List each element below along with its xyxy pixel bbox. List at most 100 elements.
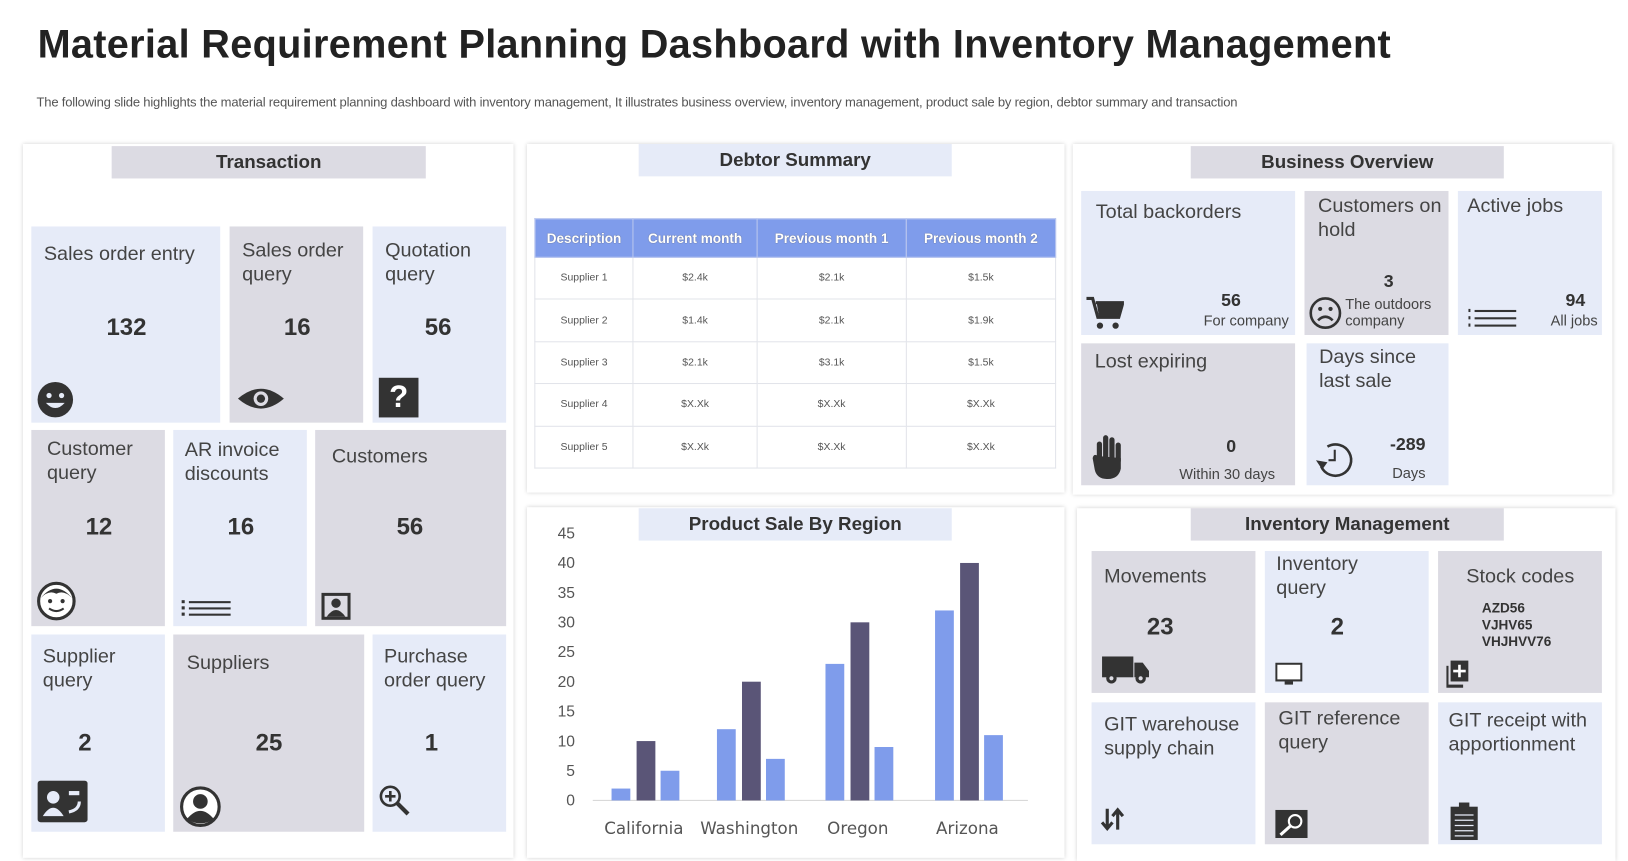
x-tick-label: California <box>604 819 683 838</box>
bar-arizona-series-1 <box>935 610 954 801</box>
tile-customers[interactable]: Customers 56 <box>315 429 507 627</box>
tile-lost-expiring[interactable]: Lost expiring 0 Within 30 days <box>1081 343 1296 486</box>
tile-label: Sales order query <box>242 240 344 286</box>
tile-stock-codes[interactable]: Stock codes AZD56 VJHV65 VHJHVV76 <box>1438 551 1602 693</box>
tile-label: Suppliers <box>186 652 270 675</box>
clipboard-icon <box>1450 802 1478 841</box>
eye-icon <box>237 388 284 409</box>
table-cell: $X.Xk <box>756 383 907 427</box>
bar-oregon-series-1 <box>825 663 845 801</box>
tile-supplier-query[interactable]: Supplier query 2 <box>31 634 165 832</box>
stock-codes-list: AZD56 VJHV65 VHJHVV76 <box>1482 600 1551 650</box>
x-tick-label: Washington <box>700 819 798 838</box>
tile-value: 56 <box>424 313 452 341</box>
page-title: Material Requirement Planning Dashboard … <box>37 22 1392 67</box>
tile-value: 1 <box>424 728 439 756</box>
sort-arrows-icon <box>1100 807 1125 832</box>
y-tick-label: 45 <box>558 525 576 542</box>
table-cell: $3.1k <box>756 341 907 385</box>
stock-code: VHJHVV76 <box>1481 633 1552 650</box>
table-cell: $X.Xk <box>905 425 1057 469</box>
product-sale-chart: 0 5 10 15 20 25 30 35 40 45 California Washington Or… <box>558 525 1028 838</box>
bar-arizona-series-3 <box>984 735 1003 801</box>
tile-customers-on-hold[interactable]: Customers on hold 3 The outdoors company <box>1304 190 1449 335</box>
tile-value: 12 <box>85 512 113 540</box>
table-cell: $1.5k <box>905 341 1057 385</box>
table-cell: $2.1k <box>756 298 907 343</box>
numbered-list-icon <box>1468 308 1517 327</box>
bar-arizona-series-2 <box>960 562 979 801</box>
tile-ar-invoice-discounts[interactable]: AR invoice discounts 16 <box>173 429 307 627</box>
face-icon <box>37 581 76 621</box>
truck-icon <box>1102 656 1149 684</box>
table-cell: $X.Xk <box>905 383 1057 427</box>
tile-label: Days since last sale <box>1319 346 1417 393</box>
add-document-icon <box>1446 660 1469 688</box>
hand-stop-icon <box>1092 435 1121 480</box>
question-icon: ? <box>378 377 419 418</box>
tile-subtext: Days <box>1392 464 1426 482</box>
table-cell: $X.Xk <box>756 425 907 469</box>
column-header: Previous month 1 <box>756 218 907 258</box>
tile-label: Sales order entry <box>43 243 195 266</box>
tile-label: Movements <box>1104 565 1207 588</box>
inventory-management-panel: Inventory Management Movements 23 Invent… <box>1076 508 1616 861</box>
tile-active-jobs[interactable]: Active jobs 94 All jobs <box>1457 190 1602 335</box>
id-card-icon <box>37 780 88 823</box>
tile-label: Customers <box>331 445 428 468</box>
smiley-icon <box>37 381 74 418</box>
tile-label: Customer query <box>46 438 133 485</box>
table-cell: Supplier 1 <box>534 256 634 300</box>
tile-git-receipt-with-apportionment[interactable]: GIT receipt with apportionment <box>1438 702 1602 845</box>
tile-value: 16 <box>227 512 255 540</box>
tile-label: Quotation query <box>385 240 472 286</box>
inventory-management-title: Inventory Management <box>1190 508 1504 541</box>
tile-purchase-order-query[interactable]: Purchase order query 1 <box>372 634 507 832</box>
tile-subtext: Within 30 days <box>1179 465 1276 483</box>
table-cell: Supplier 5 <box>534 425 634 469</box>
column-header: Previous month 2 <box>905 218 1057 258</box>
tile-customer-query[interactable]: Customer query 12 <box>31 429 165 627</box>
tile-label: Inventory query <box>1276 553 1358 600</box>
bar-california-series-3 <box>660 770 680 801</box>
tile-value: -289 <box>1390 434 1426 454</box>
table-cell: Supplier 2 <box>534 298 634 343</box>
tile-days-since-last-sale[interactable]: Days since last sale -289 Days <box>1306 343 1449 486</box>
table-row: Supplier 1 $2.4k $2.1k $1.5k <box>534 256 1057 300</box>
bar-washington-series-1 <box>716 729 736 801</box>
tile-sales-order-entry[interactable]: Sales order entry 132 <box>31 226 221 423</box>
table-cell: $1.4k <box>632 298 758 343</box>
tile-label: Customers on hold <box>1318 195 1442 242</box>
bar-oregon-series-2 <box>850 622 870 801</box>
tile-git-reference-query[interactable]: GIT reference query <box>1264 702 1429 845</box>
tile-value: 23 <box>1146 612 1174 640</box>
tile-label: Lost expiring <box>1094 350 1208 373</box>
search-icon <box>1275 809 1308 839</box>
tile-total-backorders[interactable]: Total backorders 56 For company <box>1081 190 1296 335</box>
table-cell: $2.1k <box>632 341 758 385</box>
tile-git-warehouse-supply-chain[interactable]: GIT warehouse supply chain <box>1091 702 1256 845</box>
tile-movements[interactable]: Movements 23 <box>1091 551 1256 693</box>
tile-label: Active jobs <box>1467 195 1564 218</box>
tile-value: 94 <box>1565 290 1586 310</box>
transaction-title: Transaction <box>111 146 426 179</box>
y-tick-label: 25 <box>558 644 576 661</box>
list-icon <box>181 600 231 616</box>
x-tick-label: Arizona <box>936 819 999 838</box>
tile-sales-order-query[interactable]: Sales order query 16 <box>229 226 364 423</box>
table-cell: Supplier 3 <box>534 341 634 385</box>
tile-label: GIT reference query <box>1278 707 1401 754</box>
y-tick-label: 5 <box>566 763 575 780</box>
tile-subtext: All jobs <box>1550 312 1598 329</box>
y-tick-label: 15 <box>558 704 576 721</box>
bar-washington-series-3 <box>765 758 785 801</box>
tile-quotation-query[interactable]: Quotation query 56 ? <box>372 226 507 423</box>
tile-inventory-query[interactable]: Inventory query 2 <box>1264 551 1429 693</box>
tile-value: 56 <box>396 512 424 540</box>
tile-value: 2 <box>78 728 92 756</box>
bar-california-series-1 <box>611 788 631 801</box>
tile-suppliers[interactable]: Suppliers 25 <box>173 634 365 832</box>
tile-value: 0 <box>1226 436 1237 457</box>
table-cell: $X.Xk <box>632 383 758 427</box>
